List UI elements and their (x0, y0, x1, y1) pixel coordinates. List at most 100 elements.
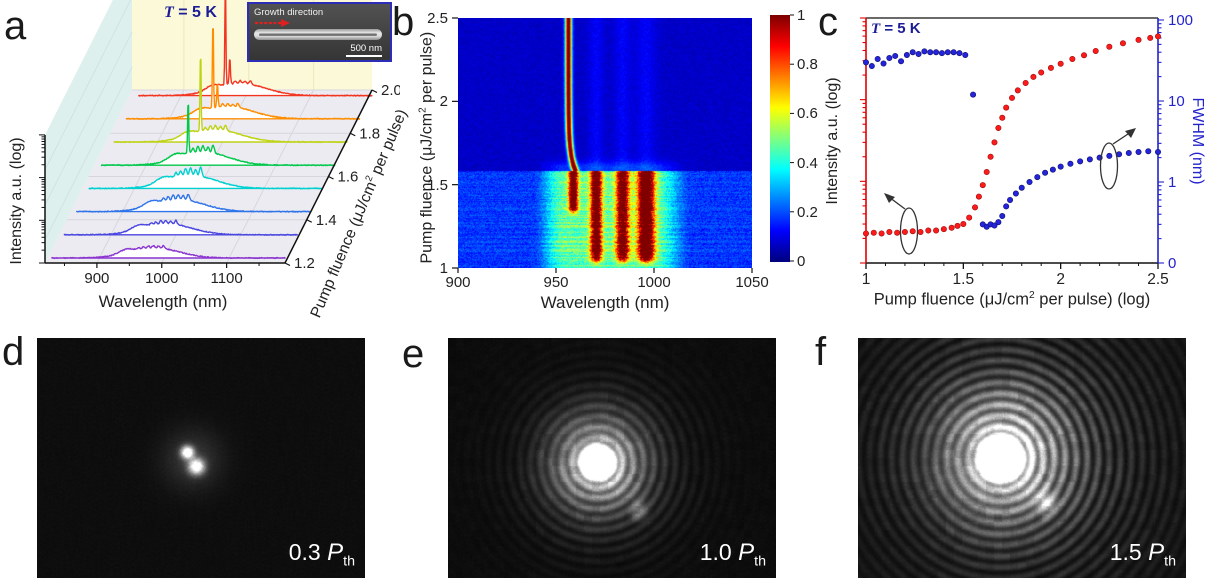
intensity-point (901, 228, 908, 235)
a-depth-tick-label: 1.8 (359, 125, 380, 142)
a-x-tick-label: 1100 (210, 270, 242, 287)
a-depth-tick-label: 1.6 (338, 169, 359, 186)
a-depth-tick (328, 175, 334, 180)
colorbar-tick-label: 0.6 (797, 105, 818, 123)
inset-caption: Growth direction (254, 7, 324, 18)
fwhm-arrowhead (1125, 128, 1136, 138)
fwhm-point (991, 222, 998, 229)
b-y-axis-title: Pump fluence (μJ/cm2 per pulse) (417, 31, 436, 264)
fwhm-point (956, 50, 963, 57)
intensity-point (995, 124, 1002, 131)
fwhm-point (915, 51, 922, 58)
fwhm-point (933, 49, 940, 56)
sem-inset-image: Growth direction 500 nm (247, 2, 392, 62)
fwhm-point (950, 49, 957, 56)
fwhm-point (880, 60, 887, 67)
intensity-point (862, 230, 869, 237)
intensity-point (940, 226, 947, 233)
colorbar-tick-label: 0.8 (797, 56, 818, 74)
colorbar-tick-label: 0.4 (797, 154, 818, 172)
fwhm-point (862, 59, 869, 66)
spectrum-curve-1.31 (63, 219, 299, 236)
intensity-point (1154, 33, 1161, 40)
intensity-point (886, 228, 893, 235)
panel-letter-e: e (402, 332, 425, 376)
intensity-point (960, 221, 967, 228)
colorbar-tick-label: 0 (797, 253, 806, 270)
intensity-point (1147, 34, 1154, 41)
fwhm-series-marker-ellipse (1099, 142, 1119, 190)
a-z-axis-title: Intensity a.u. (log) (8, 137, 25, 265)
intensity-point (983, 169, 990, 176)
emission-photo-above-threshold: 1.5 Pth (858, 338, 1186, 578)
fwhm-point (892, 52, 899, 59)
fwhm-point (1003, 203, 1010, 210)
intensity-point (1069, 55, 1076, 62)
intensity-point (1057, 60, 1064, 67)
panel-letter-d: d (2, 330, 25, 374)
fwhm-point (921, 48, 928, 55)
fwhm-point (999, 213, 1006, 220)
fwhm-point (1042, 169, 1049, 176)
intensity-point (975, 193, 982, 200)
intensity-point (878, 230, 885, 237)
spectrum-curve-1.89 (125, 28, 361, 120)
intensity-point (1135, 36, 1142, 43)
c-right-tick-label: 10 (1168, 93, 1185, 110)
c-x-tick-label: 1.5 (953, 271, 975, 288)
fwhm-point (1145, 148, 1152, 155)
fwhm-point (886, 54, 893, 61)
intensity-point (1009, 94, 1016, 101)
intensity-point (925, 227, 932, 234)
b-x-tick-label: 950 (543, 274, 569, 291)
b-y-tick-label: 2.5 (427, 10, 448, 27)
intensity-point (917, 228, 924, 235)
a-depth-tick (284, 262, 291, 267)
b-x-axis-title: Wavelength (nm) (540, 293, 670, 312)
intensity-point (1106, 43, 1113, 50)
spectrum-curve-1.54 (88, 166, 323, 190)
photo-canvas-f (858, 338, 1186, 578)
c-right-tick-label: 0 (1168, 255, 1176, 272)
fwhm-point (909, 49, 916, 56)
fwhm-point (1125, 150, 1132, 157)
c-x-tick-label: 1 (862, 271, 871, 288)
fwhm-point (938, 50, 945, 57)
temperature-annotation-a: T = 5 K (164, 4, 217, 21)
fwhm-point (1007, 196, 1014, 203)
intensity-arrowhead (884, 193, 895, 203)
c-right-tick-label: 1 (1168, 174, 1176, 191)
fwhm-point (898, 58, 905, 65)
intensity-point (991, 139, 998, 146)
intensity-point (1038, 69, 1045, 76)
fwhm-point (1018, 184, 1025, 191)
pump-power-label-f: 1.5 Pth (1109, 539, 1176, 570)
fwhm-point (962, 51, 969, 58)
intensity-point (1030, 73, 1037, 80)
fwhm-point (1012, 190, 1019, 197)
fwhm-point (1077, 158, 1084, 165)
nanowire-sem-graphic (254, 19, 382, 40)
intensity-point (1119, 40, 1126, 47)
colorbar (770, 15, 790, 262)
a-depth-tick-label: 2.0 (381, 82, 400, 99)
pump-power-label-d: 0.3 Pth (288, 539, 355, 570)
spectrum-curve-1.77 (113, 58, 348, 144)
intensity-point (966, 214, 973, 221)
intensity-point (909, 228, 916, 235)
waterfall-spectra-plot: 900 1000 1100 1.2 1.4 1.6 1.8 2.0 (39, 0, 400, 287)
fwhm-point (1086, 156, 1093, 163)
fwhm-point (1154, 148, 1161, 155)
a-depth-tick (306, 219, 313, 223)
b-y-tick-label: 1.5 (427, 176, 448, 194)
b-y-tick-label: 1 (439, 260, 448, 277)
intensity-point (972, 204, 979, 211)
fwhm-point (1034, 174, 1041, 181)
intensity-point (1014, 87, 1021, 94)
photo-canvas-d (37, 338, 365, 578)
a-x-tick-label: 1000 (145, 270, 178, 287)
spectrum-curve-2 (138, 0, 373, 97)
panel-letter-a: a (4, 4, 27, 48)
